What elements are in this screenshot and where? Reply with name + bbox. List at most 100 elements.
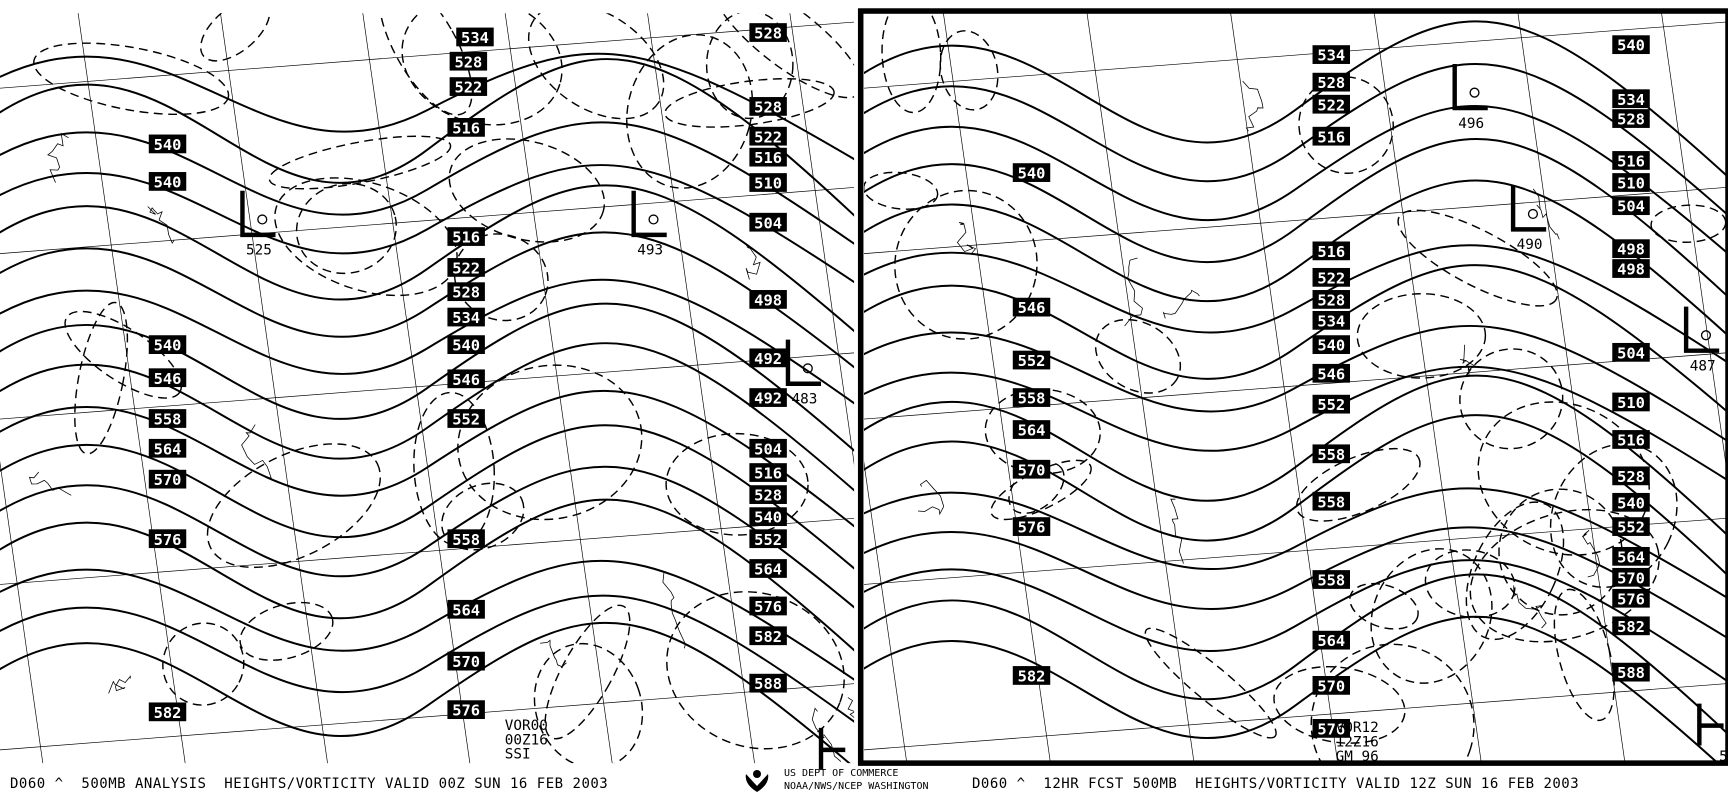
center-marker-icon <box>257 214 268 225</box>
svg-text:504: 504 <box>1617 198 1645 216</box>
vorticity-contour <box>894 189 1038 340</box>
height-contour <box>0 342 855 492</box>
left-panel-caption: D060 ^ 500MB ANALYSIS HEIGHTS/VORTICITY … <box>10 776 609 792</box>
svg-text:498: 498 <box>1617 241 1645 259</box>
coastline <box>28 471 72 496</box>
svg-text:VOR00: VOR00 <box>505 718 548 734</box>
height-label: 540 <box>148 335 187 355</box>
vorticity-contour <box>712 13 855 99</box>
height-label: 546 <box>1012 297 1051 317</box>
vorticity-contour <box>990 459 1092 521</box>
high-pressure-center <box>818 727 846 770</box>
svg-text:576: 576 <box>1317 720 1345 738</box>
height-contour <box>0 121 855 245</box>
svg-text:576: 576 <box>1018 519 1046 537</box>
coastline <box>847 697 855 727</box>
credit-line-1: US DEPT OF COMMERCE <box>784 768 899 779</box>
grid-line <box>0 21 855 89</box>
height-label: 582 <box>1612 616 1650 636</box>
vorticity-contour <box>33 42 230 116</box>
svg-text:558: 558 <box>1317 493 1345 511</box>
left-panel-500mb-analysis: 534 528 522 516 540 540 516 522 528 534 540 546 552 5… <box>0 13 855 770</box>
svg-text:12Z16: 12Z16 <box>1336 735 1379 751</box>
svg-text:492: 492 <box>754 390 782 408</box>
vorticity-contour <box>453 233 549 322</box>
height-label: 564 <box>1312 630 1350 650</box>
height-contour <box>863 63 1726 215</box>
height-label: 546 <box>1312 363 1350 383</box>
svg-text:564: 564 <box>154 440 182 458</box>
grid-line <box>77 13 186 764</box>
height-contour <box>0 278 855 405</box>
svg-text:552: 552 <box>1018 352 1046 370</box>
svg-text:510: 510 <box>754 175 782 193</box>
height-label: 516 <box>447 227 485 247</box>
height-label: 558 <box>1312 491 1350 511</box>
grid-line <box>0 683 855 751</box>
height-contour <box>863 487 1726 599</box>
svg-text:558: 558 <box>154 411 182 429</box>
height-label: 570 <box>148 469 187 489</box>
svg-text:546: 546 <box>1317 365 1345 383</box>
vorticity-contour <box>239 601 334 661</box>
svg-text:558: 558 <box>1317 446 1345 464</box>
height-label: 504 <box>749 438 787 458</box>
vorticity-contour <box>1349 582 1419 630</box>
grid-line <box>863 517 1726 585</box>
svg-text:516: 516 <box>452 119 480 137</box>
vorticity-contour <box>1298 76 1394 174</box>
svg-text:516: 516 <box>452 229 480 247</box>
height-contour <box>0 231 855 369</box>
height-label: 558 <box>1012 388 1051 408</box>
svg-text:564: 564 <box>1018 422 1046 440</box>
height-label: 516 <box>1312 126 1350 146</box>
height-contour <box>863 573 1726 734</box>
svg-text:552: 552 <box>754 531 782 549</box>
grid-line <box>1517 13 1626 764</box>
vorticity-contour <box>665 432 809 536</box>
height-label: 564 <box>749 559 787 579</box>
height-label: 516 <box>1312 241 1350 261</box>
height-label: 540 <box>1312 335 1350 355</box>
height-label: 546 <box>148 368 187 388</box>
height-contour <box>0 622 851 764</box>
height-label: 552 <box>1312 394 1350 414</box>
svg-text:VOR12: VOR12 <box>1336 720 1379 736</box>
vorticity-contour <box>527 13 665 120</box>
grid-line <box>1086 13 1195 764</box>
height-label: 540 <box>447 335 485 355</box>
vorticity-contour <box>1553 588 1615 722</box>
svg-text:525: 525 <box>246 243 272 259</box>
height-contour <box>0 302 855 452</box>
vorticity-contour <box>1477 401 1650 556</box>
vorticity-contour <box>74 301 129 455</box>
svg-text:483: 483 <box>792 392 818 408</box>
svg-text:534: 534 <box>452 309 480 327</box>
vorticity-contour <box>626 34 754 189</box>
coastline <box>1124 257 1143 327</box>
svg-text:564: 564 <box>1317 632 1345 650</box>
vorticity-contour <box>268 135 452 190</box>
height-contour <box>0 390 855 528</box>
svg-text:540: 540 <box>1617 37 1645 55</box>
vorticity-contour <box>1295 447 1421 522</box>
svg-text:510: 510 <box>1617 175 1645 193</box>
height-label: 576 <box>1012 517 1051 537</box>
height-label: 522 <box>447 258 485 277</box>
svg-text:GM 96: GM 96 <box>1336 749 1379 765</box>
coastline <box>108 675 131 694</box>
svg-text:576: 576 <box>154 531 182 549</box>
coastline <box>1513 585 1547 629</box>
svg-text:534: 534 <box>1617 91 1645 109</box>
svg-text:516: 516 <box>1317 243 1345 261</box>
svg-text:564: 564 <box>754 561 782 579</box>
vorticity-contour <box>64 310 183 399</box>
height-label: 534 <box>1312 45 1350 65</box>
height-label: 540 <box>1612 492 1650 512</box>
height-label: 498 <box>1612 259 1650 279</box>
height-label: 564 <box>1012 420 1051 440</box>
svg-text:570: 570 <box>154 471 182 489</box>
grid-line <box>863 21 1726 89</box>
coastline <box>956 221 977 254</box>
